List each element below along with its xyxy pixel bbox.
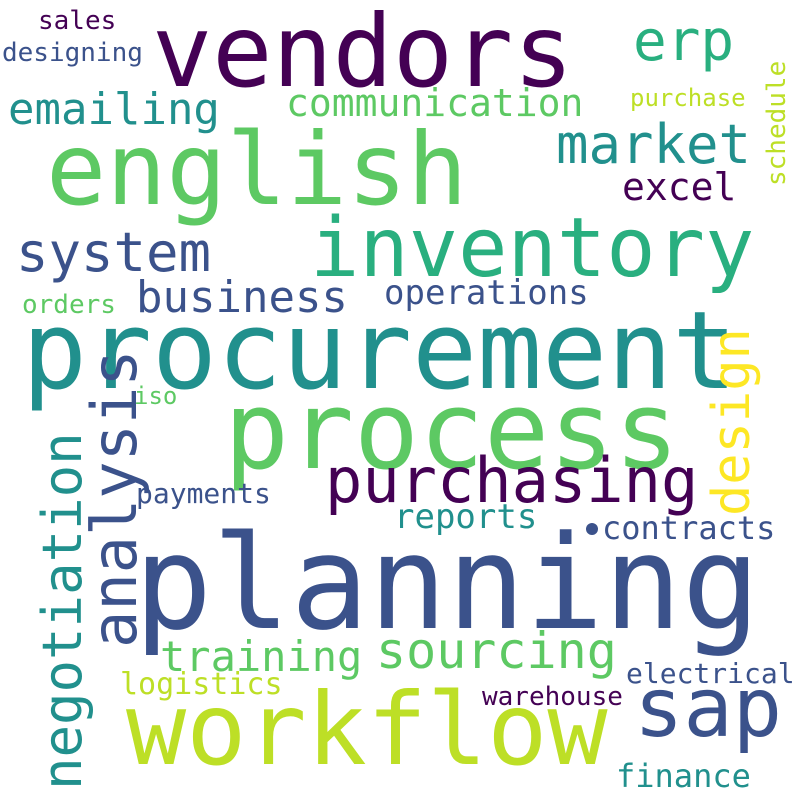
word-sap: sap — [634, 661, 783, 756]
word-payments: payments — [136, 477, 271, 510]
word-erp: erp — [633, 9, 735, 74]
word-market: market — [556, 113, 752, 176]
word-operations: operations — [384, 273, 589, 313]
word-communication: communication — [286, 81, 584, 125]
word-designing: designing — [2, 38, 143, 68]
word-vendors: vendors — [152, 0, 574, 110]
word-orders: orders — [22, 290, 116, 320]
word-warehouse: warehouse — [482, 682, 623, 712]
word-process: process — [224, 369, 680, 494]
word-logistics: logistics — [120, 667, 283, 702]
word-sourcing: sourcing — [376, 622, 617, 680]
accent-dot — [586, 523, 598, 535]
word-schedule: schedule — [762, 60, 792, 186]
word-system: system — [16, 221, 212, 284]
word-excel: excel — [622, 165, 737, 209]
word-negotiation: negotiation — [31, 432, 94, 790]
word-inventory: inventory — [310, 201, 755, 296]
word-reports: reports — [394, 497, 538, 537]
word-planning: planning — [134, 507, 761, 659]
word-emailing: emailing — [8, 84, 220, 135]
word-workflow: workflow — [126, 671, 608, 788]
word-electrical: electrical — [626, 657, 795, 690]
word-iso: iso — [134, 382, 178, 410]
word-purchasing: purchasing — [325, 444, 699, 517]
word-design: design — [702, 328, 762, 516]
word-finance: finance — [616, 757, 751, 795]
word-procurement: procurement — [22, 289, 738, 414]
word-english: english — [46, 111, 468, 228]
word-purchase: purchase — [630, 84, 746, 112]
word-training: training — [160, 632, 363, 681]
word-business: business — [136, 272, 348, 323]
word-contracts: contracts — [602, 509, 776, 547]
word-sales: sales — [38, 6, 117, 36]
